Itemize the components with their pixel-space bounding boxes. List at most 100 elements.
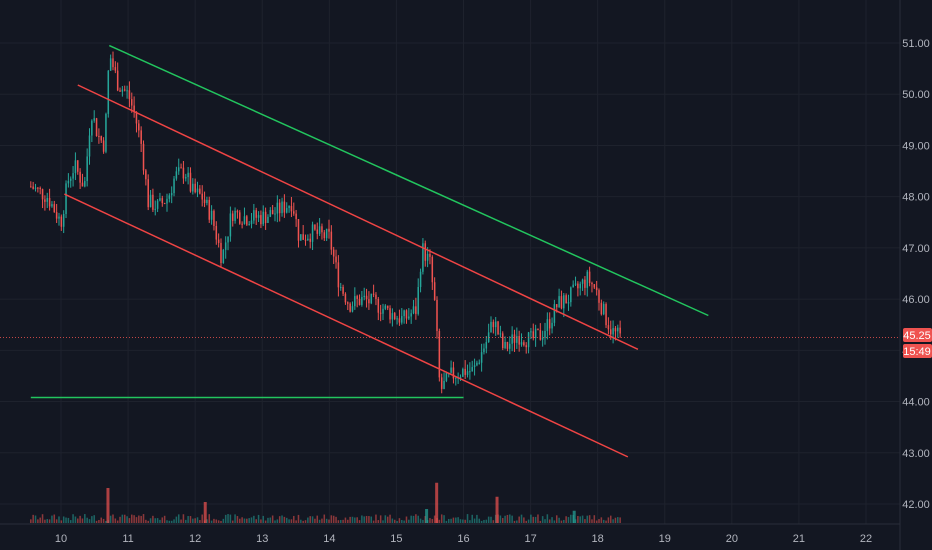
candle-body: [98, 136, 100, 138]
candle-body: [563, 295, 565, 309]
candle-body: [431, 256, 434, 283]
volume-bar: [516, 520, 518, 523]
candle-body: [220, 242, 222, 263]
volume-bars: [30, 482, 621, 523]
candle-body: [201, 193, 203, 200]
volume-bar: [149, 518, 152, 523]
volume-bar: [194, 518, 196, 523]
volume-bar: [602, 519, 605, 523]
volume-bar: [119, 516, 121, 523]
volume-bar: [163, 515, 166, 523]
time-axis[interactable]: 10 11 12 13 14 15 16 17 18 19 20 21 22: [55, 533, 872, 545]
volume-bar: [499, 515, 502, 523]
candle-body: [492, 321, 495, 328]
volume-bar: [140, 515, 142, 523]
y-tick-label: 51.00: [902, 38, 930, 50]
candle-body: [175, 171, 178, 179]
candle-body: [177, 167, 180, 172]
candle-body: [588, 271, 591, 283]
volume-bar: [114, 518, 117, 523]
candle-body: [213, 210, 215, 227]
candle-body: [300, 234, 302, 241]
candle-body: [189, 172, 192, 192]
candle-body: [248, 224, 250, 226]
candle-body: [112, 58, 114, 68]
volume-bar: [121, 514, 124, 523]
volume-bar: [398, 518, 401, 523]
candle-body: [267, 216, 269, 223]
volume-bar: [478, 518, 481, 523]
volume-bar: [527, 519, 530, 523]
volume-bar: [166, 520, 168, 523]
candle-body: [469, 371, 471, 373]
candle-body: [450, 367, 452, 373]
candle-body: [156, 200, 159, 209]
volume-bar: [563, 519, 565, 523]
volume-bar: [321, 518, 323, 523]
trend-line[interactable]: [108, 44, 709, 317]
candle-body: [445, 373, 448, 381]
candle-body: [567, 302, 570, 304]
volume-bar: [145, 519, 147, 523]
trend-line[interactable]: [64, 193, 629, 458]
volume-bar: [72, 514, 74, 523]
trend-line[interactable]: [77, 84, 639, 350]
candle-body: [30, 186, 32, 188]
candle-body: [487, 332, 490, 343]
candle-body: [142, 143, 145, 171]
candle-body: [102, 140, 105, 152]
candle-body: [119, 90, 121, 92]
candle-body: [382, 308, 384, 314]
candle-body: [485, 342, 488, 349]
candle-body: [60, 216, 63, 227]
volume-bar: [229, 514, 232, 523]
volume-bar: [379, 515, 382, 523]
candle-body: [361, 297, 363, 305]
candle-body: [170, 193, 173, 196]
volume-bar: [161, 517, 164, 523]
candle-body: [229, 213, 232, 237]
volume-bar: [250, 517, 253, 523]
trend-lines[interactable]: [30, 44, 709, 458]
candle-body: [243, 216, 246, 224]
volume-bar: [128, 518, 131, 523]
volume-spike: [435, 482, 439, 523]
candle-body: [65, 183, 67, 214]
candle-body: [429, 253, 431, 257]
candle-body: [363, 295, 365, 298]
volume-bar: [619, 517, 621, 523]
volume-bar: [60, 520, 63, 523]
candle-body: [227, 236, 229, 243]
candle-body: [215, 226, 218, 240]
volume-bar: [135, 517, 138, 523]
candle-body: [412, 306, 415, 314]
candle-body: [250, 220, 253, 225]
candle-body: [424, 243, 427, 261]
x-tick-label: 22: [860, 533, 872, 545]
volume-bar: [520, 514, 523, 523]
volume-bar: [302, 520, 304, 523]
volume-bar: [408, 519, 410, 523]
volume-bar: [262, 515, 265, 523]
candle-body: [128, 90, 131, 100]
candle-body: [67, 180, 70, 184]
x-tick-label: 16: [457, 533, 469, 545]
volume-bar: [98, 519, 100, 523]
candle-body: [32, 186, 34, 189]
volume-bar: [51, 515, 53, 523]
grid-lines: [0, 0, 900, 524]
candle-body: [354, 296, 356, 307]
volume-bar: [570, 514, 572, 523]
candle-body: [163, 203, 166, 205]
volume-bar: [485, 519, 488, 523]
candle-body: [217, 239, 220, 243]
volume-bar: [431, 518, 434, 523]
volume-bar: [595, 520, 598, 523]
volume-bar: [617, 517, 619, 523]
y-tick-label: 44.00: [902, 397, 930, 409]
candle-body: [433, 282, 436, 300]
candle-body: [455, 377, 457, 379]
volume-bar: [234, 514, 236, 523]
